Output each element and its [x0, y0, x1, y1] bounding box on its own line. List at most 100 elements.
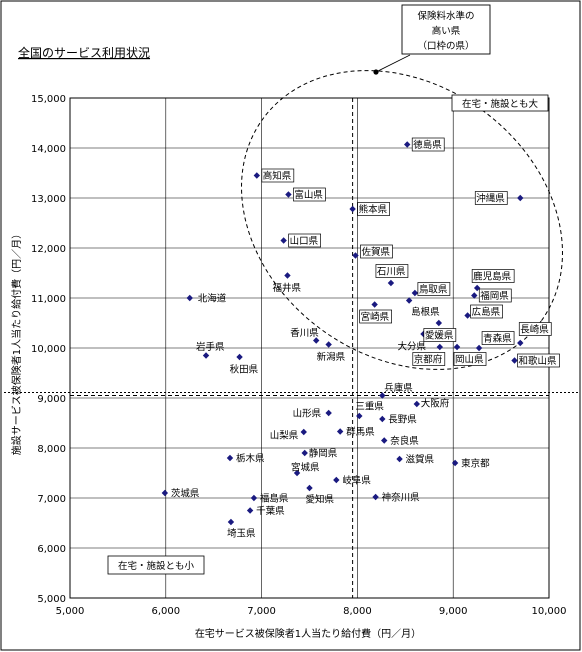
point-label: 滋賀県 [406, 454, 435, 466]
point-label: 岐阜県 [342, 475, 371, 487]
average-lines [4, 98, 578, 598]
y-axis-title: 施設サービス被保険者1人当たり給付費（円／月） [10, 229, 23, 455]
point-label-box [471, 269, 515, 283]
data-point [301, 449, 308, 457]
point-label-box [470, 304, 503, 319]
point-label-box [412, 352, 446, 366]
point-label: 北海道 [198, 293, 227, 305]
y-tick-label: 8,000 [37, 444, 66, 455]
x-tick-label: 6,000 [151, 606, 180, 617]
data-point [333, 476, 340, 484]
data-point [253, 172, 261, 179]
point-label: 栃木県 [236, 453, 265, 465]
point-label-box [293, 187, 326, 202]
x-tick-label: 10,000 [532, 606, 567, 617]
data-point [396, 455, 403, 463]
point-label: 大阪府 [421, 398, 450, 410]
point-label: 香川県 [290, 328, 319, 339]
point-label: 東京都 [461, 458, 490, 470]
y-tick-label: 13,000 [31, 194, 66, 205]
point-label: 山形県 [293, 408, 322, 420]
point-label: 三重県 [355, 401, 384, 413]
point-label: 沖縄県 [476, 193, 505, 205]
x-tick-label: 7,000 [247, 606, 276, 617]
data-point [227, 518, 235, 526]
y-tick-label: 12,000 [31, 244, 66, 255]
point-label: 愛知県 [306, 494, 335, 506]
point-label-box [423, 328, 457, 342]
data-point [352, 252, 359, 259]
point-label: 青森県 [483, 333, 512, 345]
point-label: 佐賀県 [361, 246, 390, 258]
point-label: 鳥取県 [419, 284, 448, 296]
point-label: 福島県 [260, 493, 289, 505]
callout-line-1: 保険料水準の [417, 10, 474, 22]
point-label-box [360, 244, 393, 259]
point-label: 神奈川県 [382, 492, 421, 504]
data-point [336, 428, 344, 435]
y-tick-label: 10,000 [31, 344, 66, 355]
data-point [284, 272, 291, 279]
y-tick-label: 11,000 [31, 294, 66, 305]
data-point [511, 357, 518, 364]
y-tick-label: 7,000 [37, 494, 66, 505]
point-label: 愛媛県 [425, 330, 454, 342]
point-label: 山梨県 [270, 430, 299, 442]
point-label: 千葉県 [256, 505, 285, 517]
point-label: 静岡県 [309, 448, 338, 460]
quadrant-label-bottom-left: 在宅・施設とも小 [107, 555, 205, 575]
data-point [381, 437, 388, 444]
chart-title: 全国のサービス利用状況 [18, 45, 150, 60]
data-point [464, 312, 471, 319]
point-label: 秋田県 [230, 364, 259, 376]
point-label: 鹿児島県 [473, 271, 512, 283]
point-label: 島根県 [411, 306, 440, 318]
point-label: 山口県 [290, 236, 319, 247]
data-point [161, 489, 169, 497]
gridlines [70, 98, 549, 598]
x-tick-label: 5,000 [56, 606, 85, 617]
point-label-box [481, 331, 515, 345]
point-label: 富山県 [294, 189, 323, 201]
data-point [285, 191, 292, 198]
data-point [413, 400, 420, 408]
point-label: 長崎県 [520, 324, 549, 336]
point-label: 兵庫県 [384, 382, 413, 394]
y-axis-ticks: 5,000 6,000 7,000 8,000 9,000 10,000 11,000 12,… [31, 94, 66, 605]
data-point [236, 353, 243, 361]
point-label: 群馬県 [346, 426, 375, 438]
point-label: 宮城県 [291, 462, 320, 474]
data-point [226, 454, 234, 462]
point-label: 茨城県 [171, 488, 200, 500]
callout-line-2: 高い県 [432, 25, 461, 37]
point-label: 高知県 [263, 170, 292, 182]
point-label-box [359, 309, 392, 324]
point-label-box [375, 264, 409, 278]
point-label: 新潟県 [317, 351, 346, 363]
point-label: 福岡県 [480, 290, 509, 302]
callout-line-3: （口枠の県） [417, 40, 474, 52]
point-label: 熊本県 [359, 204, 388, 216]
data-point [186, 294, 193, 302]
point-label: 岡山県 [455, 355, 484, 366]
data-point [475, 344, 483, 352]
data-point [453, 343, 461, 351]
point-label-box [411, 137, 445, 152]
point-label: 石川県 [377, 267, 406, 278]
x-axis-title: 在宅サービス被保険者1人当たり給付費（円／月） [195, 627, 421, 640]
data-point [306, 484, 313, 492]
y-tick-label: 9,000 [37, 394, 66, 405]
y-tick-label: 14,000 [31, 144, 66, 155]
data-point [250, 494, 258, 502]
data-point [379, 392, 386, 399]
data-point [405, 297, 413, 304]
point-label: 埼玉県 [227, 528, 256, 540]
data-point [473, 284, 481, 292]
data-point [300, 428, 307, 436]
y-tick-label: 6,000 [37, 544, 66, 555]
point-label-box [453, 352, 487, 366]
point-label: 京都府 [414, 354, 443, 366]
point-label-box [474, 191, 508, 205]
